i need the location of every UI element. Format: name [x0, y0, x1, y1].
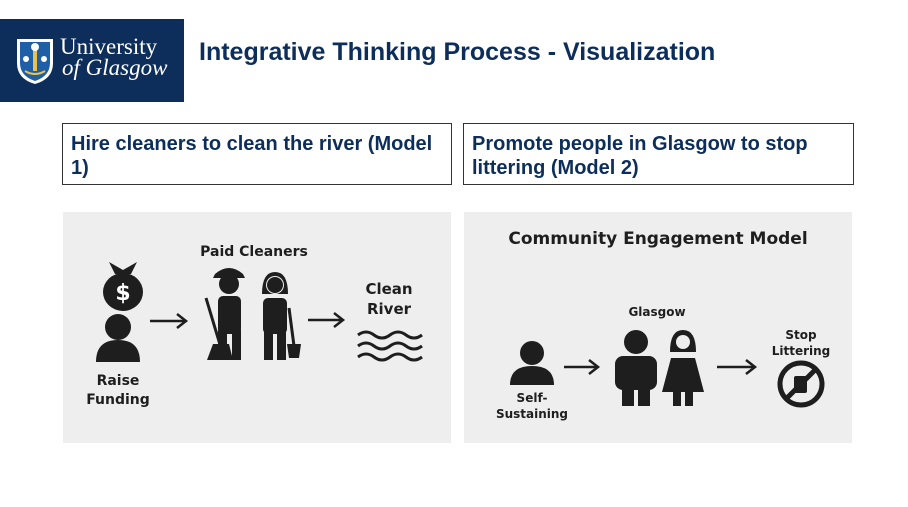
self-sustaining-label-2: Sustaining — [496, 407, 568, 421]
model-2-heading: Promote people in Glasgow to stop litter… — [463, 123, 854, 185]
stop-littering-label-2: Littering — [772, 344, 831, 358]
arrow-right-icon — [564, 359, 601, 375]
money-bag-icon: $ — [103, 262, 143, 311]
page-title: Integrative Thinking Process - Visualiza… — [199, 38, 716, 66]
raise-funding-label-2: Funding — [86, 392, 150, 408]
person-icon — [96, 314, 140, 362]
svg-text:$: $ — [115, 281, 130, 306]
paid-cleaners-label: Paid Cleaners — [200, 244, 308, 260]
university-logo[interactable]: University of Glasgow — [0, 19, 184, 102]
person-icon — [510, 341, 554, 385]
logo-line-1: University — [60, 34, 158, 59]
arrow-right-icon — [308, 312, 346, 328]
no-littering-icon — [777, 360, 825, 408]
water-waves-icon — [357, 330, 423, 362]
arrow-right-icon — [150, 313, 189, 329]
clean-river-label-2: River — [367, 300, 412, 318]
raise-funding-label-1: Raise — [97, 373, 140, 389]
arrow-right-icon — [717, 359, 758, 375]
diagram-title: Community Engagement Model — [508, 229, 807, 249]
female-cleaner-icon — [262, 272, 301, 360]
male-person-icon — [615, 330, 657, 406]
male-cleaner-icon — [204, 268, 245, 360]
model-1-diagram: $ Raise Funding Paid Cleaners — [63, 212, 451, 443]
self-sustaining-label-1: Self- — [517, 391, 548, 405]
clean-river-label-1: Clean — [365, 280, 412, 298]
logo-line-2: of Glasgow — [62, 55, 168, 80]
model-1-heading: Hire cleaners to clean the river (Model … — [62, 123, 452, 185]
glasgow-label: Glasgow — [628, 305, 685, 319]
stop-littering-label-1: Stop — [785, 328, 817, 342]
logo-wordmark: University of Glasgow — [60, 34, 168, 80]
female-person-icon — [662, 330, 704, 406]
crest-icon — [17, 39, 53, 84]
model-2-diagram: Community Engagement Model Self- Sustain… — [464, 212, 852, 443]
